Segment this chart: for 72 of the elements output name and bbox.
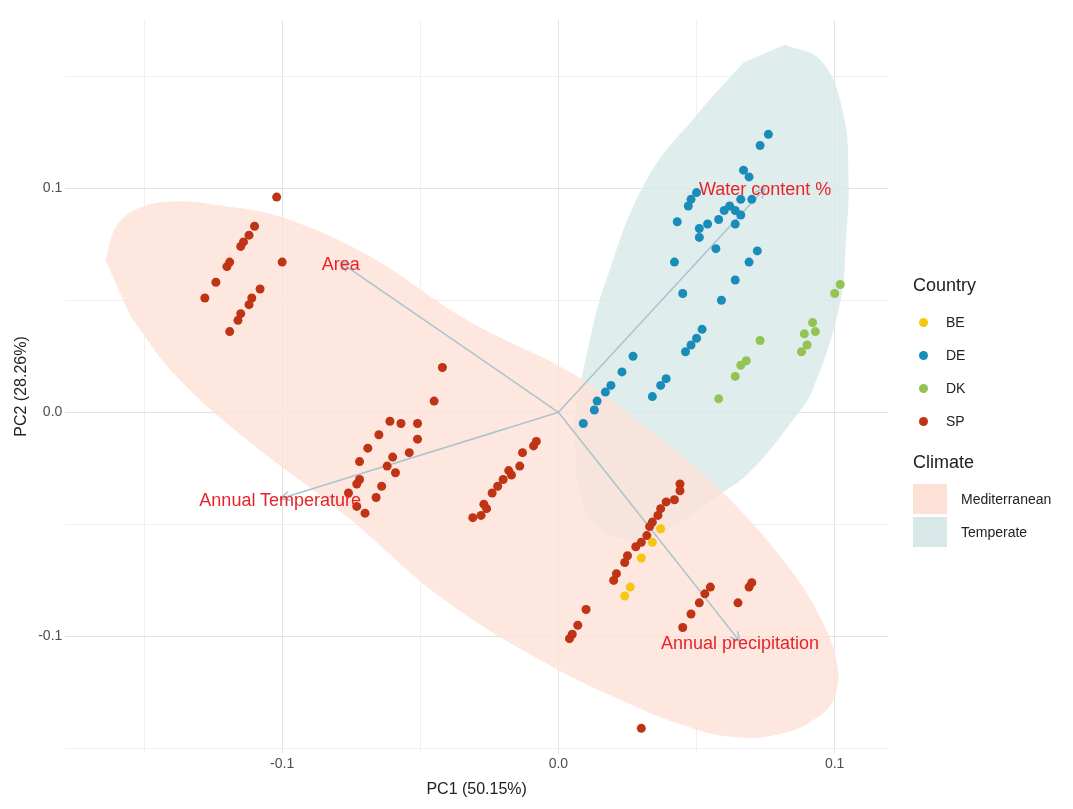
point — [656, 380, 666, 390]
point — [628, 351, 638, 361]
point — [808, 318, 818, 328]
point — [730, 371, 740, 381]
point — [797, 347, 807, 357]
point — [625, 582, 635, 592]
legend-label: Mediterranean — [961, 491, 1052, 507]
point — [714, 394, 724, 404]
point — [747, 194, 757, 204]
point — [716, 295, 726, 305]
y-tick-label: -0.1 — [38, 627, 63, 644]
point — [681, 347, 691, 357]
point — [830, 288, 840, 298]
y-axis-title: PC2 (28.26%) — [12, 336, 30, 437]
point — [739, 165, 749, 175]
point — [799, 329, 809, 339]
point — [672, 217, 682, 227]
point — [589, 405, 599, 415]
point — [711, 244, 721, 254]
point — [636, 553, 646, 563]
point — [592, 396, 602, 406]
point — [741, 356, 751, 366]
text: Climate — [913, 451, 975, 473]
point — [755, 141, 765, 151]
point — [703, 219, 713, 229]
point — [694, 223, 704, 233]
point — [730, 275, 740, 285]
series-label: Area — [321, 253, 361, 274]
point — [617, 367, 627, 377]
series-label: Water content % — [698, 179, 832, 200]
legend-label: Temperate — [961, 524, 1028, 540]
point — [686, 340, 696, 350]
legend-label: DK — [946, 380, 966, 396]
point — [678, 288, 688, 298]
point — [714, 215, 724, 224]
x-tick-label: -0.1 — [270, 755, 295, 772]
point — [719, 206, 729, 216]
series-label: Annual precipitation — [660, 632, 819, 653]
point — [755, 336, 765, 346]
point — [736, 194, 746, 204]
point — [683, 201, 693, 211]
point — [736, 210, 746, 220]
point — [647, 392, 657, 402]
point — [600, 387, 610, 397]
legend-label: SP — [946, 413, 965, 429]
point — [692, 333, 702, 343]
legend-label: DE — [946, 347, 966, 363]
point — [730, 219, 740, 229]
point — [694, 232, 704, 242]
point — [661, 374, 671, 384]
point — [697, 324, 707, 334]
x-tick-label: 0.1 — [824, 755, 845, 772]
point — [752, 246, 762, 256]
point — [744, 172, 754, 182]
point — [763, 129, 773, 139]
point — [810, 327, 820, 337]
point — [669, 257, 679, 267]
point — [736, 360, 746, 370]
y-tick-label: 0.0 — [42, 403, 63, 420]
y-tick-label: 0.1 — [42, 178, 63, 195]
x-axis-title: PC1 (50.15%) — [426, 779, 527, 797]
point — [802, 340, 812, 350]
point — [835, 280, 845, 290]
point — [606, 380, 616, 390]
legend-label: BE — [946, 314, 965, 330]
point — [578, 418, 588, 428]
point — [620, 591, 630, 601]
point — [656, 524, 666, 534]
x-tick-label: 0.0 — [548, 755, 569, 772]
point — [647, 537, 657, 547]
legend-title: Country — [913, 274, 978, 296]
point — [744, 257, 754, 267]
